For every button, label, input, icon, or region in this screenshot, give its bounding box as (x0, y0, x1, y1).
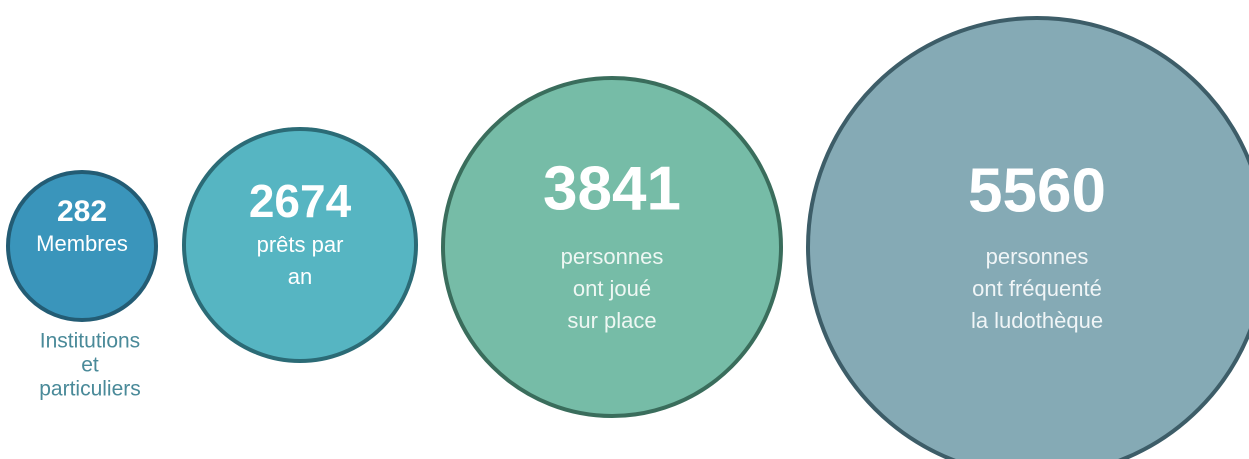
stat-label: Membres (36, 231, 128, 256)
stat-label: ont fréquenté (972, 276, 1102, 301)
stat-label: ont joué (573, 276, 651, 301)
stat-label: sur place (567, 308, 656, 333)
stat-circle (182, 127, 418, 363)
stat-label: personnes (561, 244, 664, 269)
stat-number: 5560 (968, 156, 1106, 225)
stat-circle (6, 170, 158, 322)
stat-number: 282 (57, 195, 107, 228)
stat-note: Institutions (40, 330, 140, 353)
stat-label: prêts par (257, 232, 344, 257)
stat-label: personnes (986, 244, 1089, 269)
stat-circle (441, 76, 783, 418)
stat-number: 2674 (249, 175, 352, 227)
stat-number: 3841 (543, 154, 681, 223)
stat-circle (806, 16, 1249, 459)
stat-label: la ludothèque (971, 308, 1103, 333)
stat-note: particuliers (39, 378, 141, 401)
stat-note: et (81, 354, 99, 377)
stat-label: an (288, 264, 312, 289)
